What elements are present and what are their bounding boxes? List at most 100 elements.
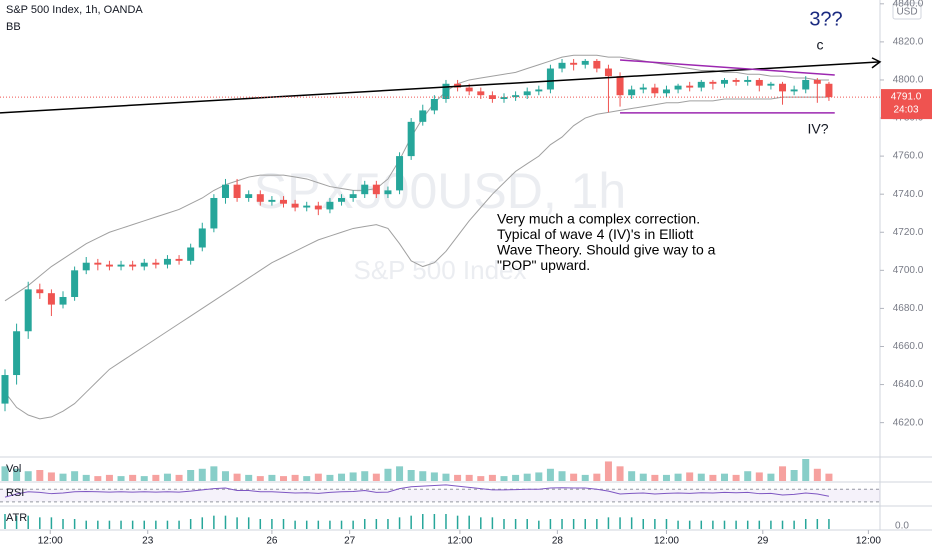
note: Very much a complex correction.Typical o… bbox=[497, 211, 716, 274]
volume-bar bbox=[396, 466, 404, 481]
annotation: IV? bbox=[807, 121, 828, 137]
candle-body bbox=[384, 190, 392, 195]
candle-body bbox=[500, 97, 508, 99]
candle-body bbox=[268, 199, 276, 202]
rsi-band bbox=[0, 489, 880, 502]
currency-box bbox=[892, 2, 922, 20]
y-tick-label: 4840.0 bbox=[893, 0, 924, 9]
atr-bar bbox=[236, 517, 238, 529]
candle-body bbox=[802, 79, 810, 90]
atr-bar bbox=[178, 520, 180, 529]
atr-bar bbox=[804, 519, 807, 529]
atr-bar bbox=[619, 517, 621, 529]
candle-body bbox=[303, 205, 311, 208]
atr-bar bbox=[97, 520, 99, 529]
atr-bar bbox=[352, 520, 354, 529]
volume-bar bbox=[790, 470, 798, 481]
annotation: 3?? bbox=[809, 8, 842, 30]
note-line: Typical of wave 4 (IV)'s in Elliott bbox=[497, 226, 694, 242]
candle-body bbox=[744, 79, 752, 82]
volume-bar bbox=[546, 468, 554, 481]
volume-bar bbox=[500, 476, 508, 481]
candle-body bbox=[47, 293, 55, 305]
candle-body bbox=[593, 60, 601, 69]
candle-body bbox=[407, 121, 415, 157]
volume-bar bbox=[349, 472, 357, 481]
candle-body bbox=[755, 79, 763, 86]
volume-bar bbox=[233, 473, 241, 481]
atr-bar bbox=[538, 520, 540, 529]
atr-bar bbox=[73, 519, 76, 529]
atr-bar bbox=[131, 520, 134, 529]
pane-label: ATR bbox=[6, 512, 27, 524]
volume-bar bbox=[802, 459, 810, 481]
volume-bar bbox=[616, 466, 624, 481]
volume-bar bbox=[245, 474, 253, 481]
atr-bar bbox=[247, 517, 250, 529]
candle-body bbox=[477, 91, 485, 96]
atr-bar bbox=[433, 514, 436, 529]
atr-bar bbox=[398, 517, 401, 529]
atr-bar bbox=[456, 515, 459, 529]
indicator-label: BB bbox=[6, 21, 21, 33]
atr-bar bbox=[422, 514, 424, 529]
volume-bar bbox=[268, 474, 276, 481]
volume-bar bbox=[361, 471, 369, 481]
atr-bar bbox=[410, 515, 412, 529]
atr-bar bbox=[480, 517, 482, 529]
candle-body bbox=[628, 89, 636, 96]
candle-body bbox=[82, 262, 90, 271]
y-tick-label: 4660.0 bbox=[893, 341, 924, 352]
watermark: SPX500USD, 1h bbox=[254, 163, 626, 219]
pane-label: RSI bbox=[6, 487, 24, 499]
atr-bar bbox=[688, 520, 691, 529]
volume-bar bbox=[71, 471, 79, 481]
volume-bar bbox=[535, 472, 543, 481]
volume-bar bbox=[152, 474, 160, 481]
x-tick-label: 28 bbox=[552, 536, 564, 547]
volume-bar bbox=[338, 473, 346, 481]
atr-bar bbox=[828, 519, 830, 529]
atr-bar bbox=[735, 520, 737, 529]
atr-bar bbox=[189, 519, 192, 529]
atr-bar bbox=[213, 515, 215, 529]
y-tick-label: 0.0 bbox=[895, 521, 909, 532]
y-tick-label: 4720.0 bbox=[893, 227, 924, 238]
atr-bar bbox=[642, 519, 645, 529]
atr-bar bbox=[305, 520, 308, 529]
candle-body bbox=[767, 83, 775, 86]
last-price-label: 4791.0 bbox=[891, 92, 922, 103]
rsi-line bbox=[4, 484, 830, 498]
atr-bar bbox=[120, 520, 122, 529]
atr-bar bbox=[549, 519, 552, 529]
y-tick-label: 4680.0 bbox=[893, 303, 924, 314]
volume-bar bbox=[384, 468, 392, 481]
atr-bar bbox=[375, 519, 378, 529]
volume-bar bbox=[36, 470, 44, 481]
candle-body bbox=[546, 68, 554, 90]
volume-bar bbox=[604, 461, 612, 481]
volume-bar bbox=[779, 466, 787, 481]
atr-bar bbox=[596, 519, 598, 529]
x-tick-label: 27 bbox=[344, 536, 356, 547]
candle-body bbox=[430, 98, 438, 111]
volume-bar bbox=[813, 468, 821, 481]
candle-body bbox=[152, 262, 160, 265]
candle-body bbox=[732, 79, 740, 82]
atr-bar bbox=[282, 519, 285, 529]
candle-body bbox=[1, 375, 9, 404]
y-tick-label: 4820.0 bbox=[893, 37, 924, 48]
volume-bar bbox=[662, 474, 670, 481]
candle-body bbox=[326, 201, 334, 210]
volume-bar bbox=[488, 474, 496, 481]
volume-bar bbox=[767, 473, 775, 481]
atr-bar bbox=[561, 519, 563, 529]
volume-bar bbox=[442, 473, 450, 481]
y-tick-label: 4640.0 bbox=[893, 379, 924, 390]
volume-bar bbox=[570, 473, 578, 481]
candle-body bbox=[442, 83, 450, 99]
candle-body bbox=[512, 95, 520, 98]
candle-body bbox=[210, 197, 218, 229]
